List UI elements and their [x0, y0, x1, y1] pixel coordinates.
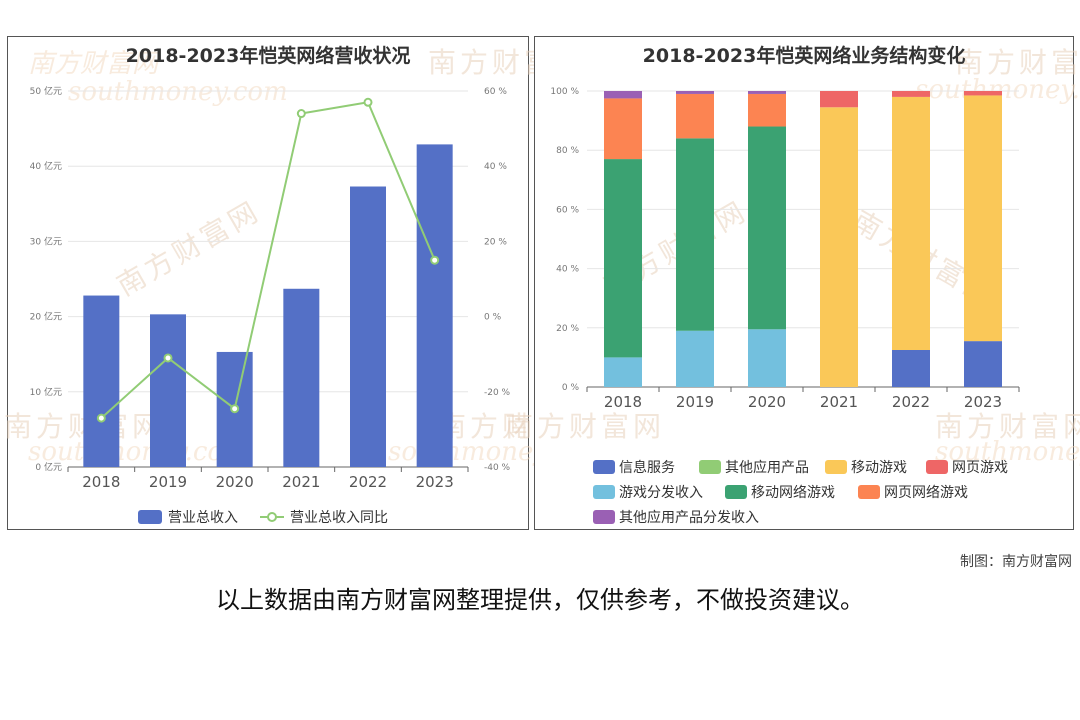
- x-tick-label: 2021: [282, 473, 320, 491]
- legend-swatch: [699, 460, 721, 474]
- y-right-tick-label: -20 %: [484, 388, 511, 398]
- y-right-tick-label: 0 %: [484, 313, 502, 323]
- y-tick-label: 100 %: [550, 87, 579, 97]
- disclaimer: 以上数据由南方财富网整理提供，仅供参考，不做投资建议。: [216, 586, 864, 614]
- legend-swatch: [593, 460, 615, 474]
- structure-chart: 0 % 20 % 40 % 60 % 80 % 100 % 2018 2019 2020 2021…: [550, 87, 1020, 526]
- revenue-bar: [83, 295, 120, 467]
- revenue-bar: [350, 186, 386, 467]
- x-tick-label: 2023: [964, 393, 1002, 411]
- y-right-tick-label: 40 %: [484, 162, 507, 172]
- y-right-tick-label: 20 %: [484, 237, 507, 247]
- stacked-bar-segment: [676, 138, 714, 331]
- x-tick-label: 2022: [892, 393, 930, 411]
- revenue-bar: [416, 144, 453, 467]
- y-tick-label: 40 %: [556, 265, 579, 275]
- stacked-bar-segment: [676, 91, 714, 94]
- stacked-bar-segment: [604, 357, 642, 387]
- y-right-tick-label: 60 %: [484, 87, 507, 97]
- legend-label: 其他应用产品: [725, 459, 809, 476]
- legend-swatch: [926, 460, 948, 474]
- stacked-bar-segment: [604, 91, 642, 99]
- legend-swatch: [593, 485, 615, 499]
- stacked-bar-segment: [892, 350, 930, 387]
- stacked-bar-segment: [748, 91, 786, 94]
- x-tick-label: 2019: [676, 393, 714, 411]
- legend-label: 营业总收入同比: [290, 510, 388, 526]
- yoy-point: [163, 353, 173, 363]
- chart-title: 2018-2023年恺英网络业务结构变化: [642, 45, 966, 67]
- revenue-bar: [150, 314, 186, 467]
- chart-title: 2018-2023年恺英网络营收状况: [125, 45, 411, 67]
- stacked-bar-segment: [748, 126, 786, 330]
- x-tick-label: 2020: [748, 393, 786, 411]
- y-left-tick-label: 30 亿元: [30, 235, 62, 247]
- legend-swatch: [267, 512, 277, 522]
- y-tick-label: 0 %: [562, 383, 580, 393]
- stacked-bar-segment: [676, 330, 714, 387]
- structure-chart-panel: 南方财富网 southmoney.com 南方财富网 南方财富网 南方财富网 南…: [505, 36, 1080, 530]
- x-tick-label: 2021: [820, 393, 858, 411]
- yoy-point: [96, 413, 106, 423]
- legend-swatch: [858, 485, 880, 499]
- stacked-bar-segment: [748, 93, 786, 127]
- legend-label: 移动游戏: [851, 460, 907, 476]
- yoy-point: [296, 109, 306, 119]
- stacked-bar-segment: [892, 91, 930, 97]
- y-right-tick-label: -40 %: [484, 463, 511, 473]
- stacked-bar-segment: [604, 98, 642, 160]
- stacked-bar-segment: [892, 96, 930, 350]
- x-tick-label: 2020: [216, 473, 254, 491]
- x-tick-label: 2018: [82, 473, 120, 491]
- yoy-point: [363, 97, 373, 107]
- yoy-point: [230, 404, 240, 414]
- y-left-tick-label: 10 亿元: [30, 386, 62, 398]
- legend-label: 网页游戏: [952, 460, 1008, 476]
- legend-label: 网页网络游戏: [884, 485, 968, 501]
- stacked-bar-segment: [964, 91, 1002, 96]
- chart-credit: 制图：南方财富网: [960, 554, 1072, 570]
- x-tick-label: 2023: [416, 473, 454, 491]
- legend-label: 其他应用产品分发收入: [619, 509, 759, 526]
- yoy-line: [100, 101, 436, 419]
- legend-swatch: [593, 510, 615, 524]
- yoy-point: [430, 255, 440, 265]
- stacked-bar-segment: [820, 91, 858, 108]
- legend-label: 移动网络游戏: [751, 485, 835, 501]
- legend-swatch: [725, 485, 747, 499]
- y-left-tick-label: 50 亿元: [30, 85, 62, 97]
- revenue-bar: [283, 288, 320, 467]
- stacked-bar-segment: [748, 329, 786, 387]
- legend-swatch: [138, 510, 162, 524]
- x-tick-label: 2018: [604, 393, 642, 411]
- revenue-chart: 0 亿元 10 亿元 20 亿元 30 亿元 40 亿元 50 亿元 -40 % -20 % 0…: [30, 85, 511, 526]
- legend-label: 营业总收入: [168, 510, 238, 526]
- x-tick-label: 2022: [349, 473, 387, 491]
- legend-swatch: [825, 460, 847, 474]
- y-left-tick-label: 40 亿元: [30, 160, 62, 172]
- x-tick-label: 2019: [149, 473, 187, 491]
- y-tick-label: 60 %: [556, 205, 579, 215]
- stacked-bar-segment: [964, 95, 1002, 342]
- y-left-tick-label: 0 亿元: [35, 461, 62, 473]
- legend-label: 信息服务: [619, 459, 675, 476]
- stacked-bar-segment: [964, 341, 1002, 387]
- legend-label: 游戏分发收入: [619, 485, 703, 501]
- stacked-bar-segment: [820, 107, 858, 387]
- revenue-chart-panel: 南方财富网 southmoney.com 南方财富网 南方财富网 南方财富网 s…: [4, 36, 608, 530]
- stacked-bar-segment: [676, 93, 714, 139]
- y-tick-label: 20 %: [556, 324, 579, 334]
- y-tick-label: 80 %: [556, 146, 579, 156]
- stacked-bar-segment: [604, 159, 642, 358]
- y-left-tick-label: 20 亿元: [30, 311, 62, 323]
